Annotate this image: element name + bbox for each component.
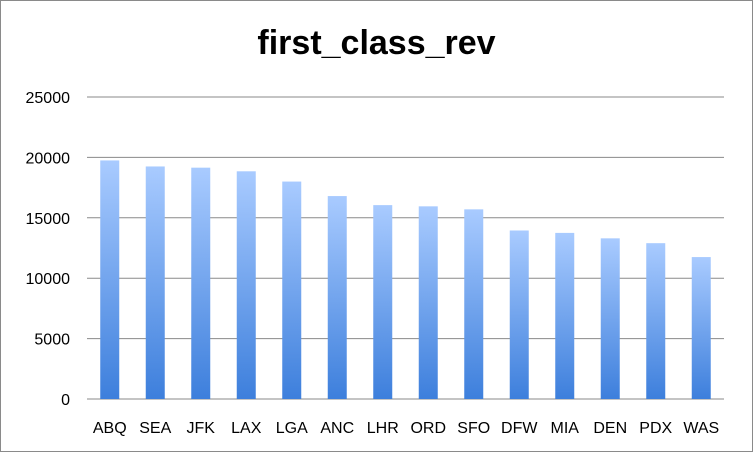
bar-was: [691, 257, 711, 399]
bar-pdx: [646, 243, 666, 399]
x-tick-label-pdx: PDX: [639, 420, 672, 437]
gridlines: [87, 96, 724, 400]
bar-den: [600, 238, 620, 399]
x-tick-label-was: WAS: [683, 420, 719, 437]
x-tick-label-lhr: LHR: [367, 420, 399, 437]
bar-ord: [418, 206, 438, 399]
x-tick-label-sfo: SFO: [457, 420, 490, 437]
bar-anc: [327, 196, 347, 399]
y-tick-label: 25000: [26, 90, 71, 107]
x-tick-label-mia: MIA: [551, 420, 580, 437]
bar-sea: [145, 166, 165, 399]
bar-sfo: [464, 209, 484, 399]
x-axis-ticks: ABQ SEA JFK LAX LGA ANC LHR ORD SFO DFW MIA DEN PDX W…: [93, 420, 719, 437]
bars: [100, 160, 711, 399]
y-tick-label: 15000: [26, 211, 71, 228]
y-tick-label: 20000: [26, 150, 71, 167]
x-tick-label-lax: LAX: [231, 420, 262, 437]
x-tick-label-abq: ABQ: [93, 420, 127, 437]
bar-abq: [100, 160, 120, 399]
bar-lga: [282, 181, 302, 399]
x-tick-label-sea: SEA: [139, 420, 171, 437]
x-tick-label-lga: LGA: [276, 420, 308, 437]
y-tick-label: 5000: [34, 332, 70, 349]
chart-title: first_class_rev: [257, 24, 496, 62]
bar-jfk: [191, 167, 211, 399]
x-tick-label-dfw: DFW: [501, 420, 538, 437]
bar-lhr: [373, 205, 393, 399]
y-tick-label: 10000: [26, 271, 71, 288]
x-tick-label-jfk: JFK: [187, 420, 216, 437]
x-tick-label-ord: ORD: [410, 420, 446, 437]
x-tick-label-den: DEN: [593, 420, 627, 437]
bar-lax: [236, 171, 256, 399]
bar-dfw: [509, 230, 529, 399]
x-tick-label-anc: ANC: [320, 420, 354, 437]
bar-mia: [555, 232, 575, 399]
y-axis-ticks: 0 5000 10000 15000 20000 25000: [26, 90, 71, 409]
y-tick-label: 0: [61, 392, 70, 409]
